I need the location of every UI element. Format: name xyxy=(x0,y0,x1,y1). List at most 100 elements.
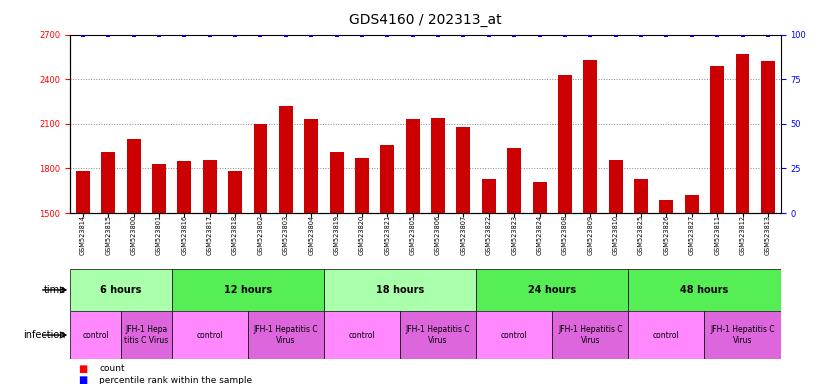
Point xyxy=(279,31,292,38)
Bar xyxy=(533,182,547,384)
Point xyxy=(102,31,115,38)
Text: JFH-1 Hepatitis C
Virus: JFH-1 Hepatitis C Virus xyxy=(710,325,775,345)
Text: GSM523809: GSM523809 xyxy=(587,215,593,255)
Bar xyxy=(304,119,318,384)
Bar xyxy=(380,145,394,384)
Text: GSM523810: GSM523810 xyxy=(613,215,619,255)
Bar xyxy=(761,61,775,384)
Text: GSM523813: GSM523813 xyxy=(765,215,771,255)
Text: GDS4160 / 202313_at: GDS4160 / 202313_at xyxy=(349,13,501,27)
Text: GSM523807: GSM523807 xyxy=(460,215,467,255)
Point xyxy=(457,31,470,38)
Text: control: control xyxy=(501,331,528,339)
Bar xyxy=(629,269,781,311)
Point xyxy=(229,31,242,38)
Text: 48 hours: 48 hours xyxy=(681,285,729,295)
Text: GSM523821: GSM523821 xyxy=(384,215,391,255)
Bar xyxy=(507,148,521,384)
Point xyxy=(178,31,191,38)
Text: 6 hours: 6 hours xyxy=(100,285,141,295)
Bar xyxy=(324,311,400,359)
Text: GSM523825: GSM523825 xyxy=(638,215,644,255)
Bar xyxy=(553,311,629,359)
Text: GSM523820: GSM523820 xyxy=(359,215,365,255)
Text: JFH-1 Hepatitis C
Virus: JFH-1 Hepatitis C Virus xyxy=(254,325,318,345)
Bar xyxy=(172,311,248,359)
Point xyxy=(762,31,775,38)
Text: 24 hours: 24 hours xyxy=(528,285,577,295)
Text: infection: infection xyxy=(24,330,66,340)
Point xyxy=(482,31,496,38)
Point xyxy=(558,31,572,38)
Text: GSM523823: GSM523823 xyxy=(511,215,517,255)
Text: percentile rank within the sample: percentile rank within the sample xyxy=(99,376,252,384)
Text: count: count xyxy=(99,364,125,373)
Text: control: control xyxy=(349,331,375,339)
Point xyxy=(685,31,698,38)
Bar xyxy=(330,152,344,384)
Text: GSM523816: GSM523816 xyxy=(182,215,188,255)
Bar xyxy=(178,161,192,384)
Bar xyxy=(324,269,476,311)
Text: JFH-1 Hepatitis C
Virus: JFH-1 Hepatitis C Virus xyxy=(558,325,623,345)
Text: GSM523808: GSM523808 xyxy=(562,215,568,255)
Text: time: time xyxy=(44,285,66,295)
Point xyxy=(431,31,444,38)
Bar xyxy=(121,311,172,359)
Text: GSM523803: GSM523803 xyxy=(282,215,289,255)
Text: GSM523822: GSM523822 xyxy=(486,215,491,255)
Point xyxy=(736,31,749,38)
Text: GSM523811: GSM523811 xyxy=(714,215,720,255)
Bar xyxy=(705,311,781,359)
Bar xyxy=(659,200,673,384)
Text: JFH-1 Hepatitis C
Virus: JFH-1 Hepatitis C Virus xyxy=(406,325,470,345)
Bar xyxy=(583,60,597,384)
Bar xyxy=(152,164,166,384)
Text: 12 hours: 12 hours xyxy=(224,285,272,295)
Point xyxy=(355,31,368,38)
Point xyxy=(305,31,318,38)
Text: GSM523826: GSM523826 xyxy=(663,215,669,255)
Bar xyxy=(710,66,724,384)
Point xyxy=(203,31,216,38)
Bar xyxy=(70,269,172,311)
Text: GSM523800: GSM523800 xyxy=(131,215,136,255)
Bar xyxy=(400,311,476,359)
Text: control: control xyxy=(197,331,223,339)
Bar xyxy=(202,160,216,384)
Bar xyxy=(609,160,623,384)
Point xyxy=(609,31,622,38)
Point xyxy=(381,31,394,38)
Bar xyxy=(476,269,629,311)
Bar xyxy=(102,152,116,384)
Point xyxy=(330,31,343,38)
Text: GSM523802: GSM523802 xyxy=(258,215,263,255)
Point xyxy=(406,31,420,38)
Point xyxy=(634,31,648,38)
Bar xyxy=(228,172,242,384)
Bar xyxy=(457,127,471,384)
Text: control: control xyxy=(83,331,109,339)
Bar xyxy=(735,54,749,384)
Text: ■: ■ xyxy=(78,375,88,384)
Bar xyxy=(634,179,648,384)
Text: 18 hours: 18 hours xyxy=(376,285,424,295)
Text: GSM523812: GSM523812 xyxy=(739,215,746,255)
Bar xyxy=(126,139,140,384)
Text: ■: ■ xyxy=(78,364,88,374)
Bar xyxy=(685,195,699,384)
Bar xyxy=(558,75,572,384)
Bar xyxy=(172,269,324,311)
Text: GSM523804: GSM523804 xyxy=(308,215,314,255)
Bar xyxy=(482,179,496,384)
Bar xyxy=(279,106,293,384)
Bar xyxy=(355,158,369,384)
Text: GSM523801: GSM523801 xyxy=(156,215,162,255)
Bar xyxy=(76,172,90,384)
Point xyxy=(710,31,724,38)
Bar xyxy=(406,119,420,384)
Bar xyxy=(431,118,445,384)
Text: GSM523818: GSM523818 xyxy=(232,215,238,255)
Point xyxy=(507,31,520,38)
Point xyxy=(533,31,546,38)
